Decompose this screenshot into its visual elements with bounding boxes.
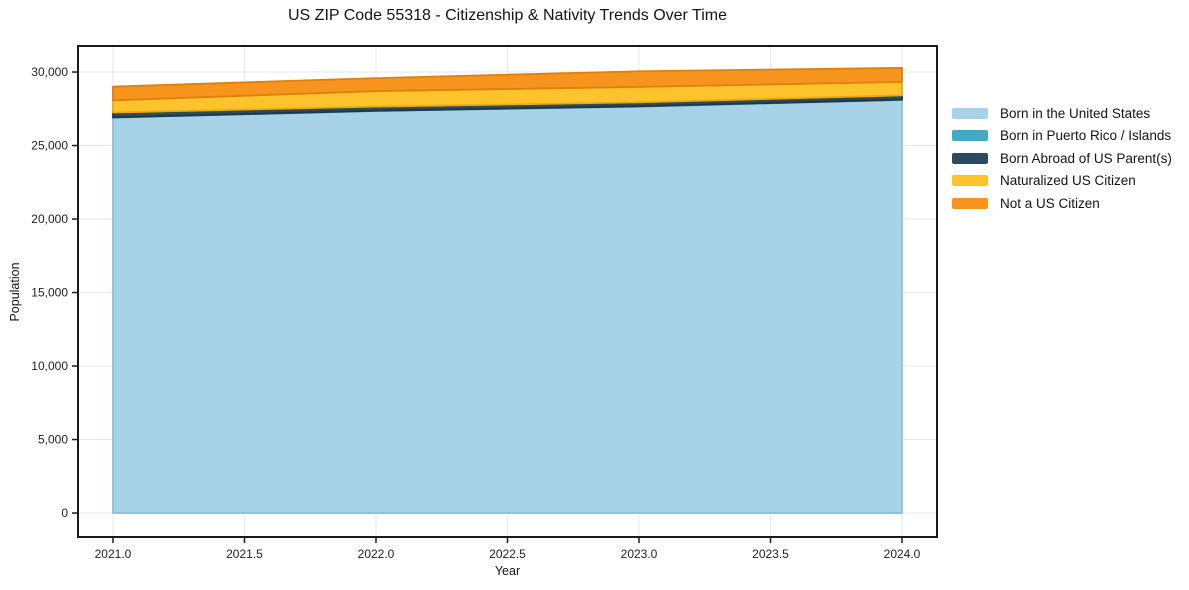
x-tick-label: 2021.5 (226, 547, 263, 561)
legend-item: Naturalized US Citizen (952, 172, 1172, 190)
x-tick-label: 2024.0 (884, 547, 921, 561)
y-tick-label: 0 (61, 506, 68, 520)
legend-swatch-born-in-the-united-states (952, 107, 988, 119)
y-tick-label: 10,000 (31, 359, 68, 373)
legend-label: Not a US Citizen (1000, 195, 1100, 211)
area-born-in-the-united-states (112, 99, 903, 514)
legend: Born in the United States Born in Puerto… (952, 104, 1172, 217)
legend-label: Naturalized US Citizen (1000, 173, 1136, 188)
legend-swatch-born-in-puerto-rico-islands (952, 130, 988, 141)
y-tick-label: 25,000 (31, 139, 68, 153)
x-tick-label: 2023.5 (752, 547, 789, 561)
x-tick-label: 2023.0 (621, 547, 658, 561)
y-tick-label: 15,000 (31, 286, 68, 300)
legend-item: Born Abroad of US Parent(s) (952, 149, 1172, 167)
x-tick-label: 2021.0 (95, 547, 132, 561)
y-axis-label: Population (8, 262, 22, 322)
legend-item: Not a US Citizen (952, 194, 1172, 212)
chart-title: US ZIP Code 55318 - Citizenship & Nativi… (288, 7, 727, 24)
y-tick-label: 30,000 (31, 65, 68, 79)
legend-item: Born in Puerto Rico / Islands (952, 127, 1172, 145)
x-axis-label: Year (494, 564, 521, 578)
x-tick-label: 2022.5 (489, 547, 526, 561)
y-tick-label: 20,000 (31, 212, 68, 226)
legend-swatch-not-a-us-citizen (952, 197, 988, 209)
axis-ticks: 2021.0 2021.5 2022.0 2022.5 2023.0 2023.5 2024… (31, 65, 920, 561)
x-tick-label: 2022.0 (358, 547, 395, 561)
legend-item: Born in the United States (952, 104, 1172, 122)
legend-label: Born in the United States (1000, 105, 1151, 121)
area-not-a-us-citizen (112, 67, 903, 102)
legend-swatch-born-abroad-of-us-parents (952, 152, 988, 164)
legend-label: Born in Puerto Rico / Islands (1000, 128, 1172, 143)
legend-swatch-naturalized-us-citizen (952, 175, 988, 186)
y-tick-label: 5,000 (38, 433, 68, 447)
legend-label: Born Abroad of US Parent(s) (1000, 150, 1172, 166)
